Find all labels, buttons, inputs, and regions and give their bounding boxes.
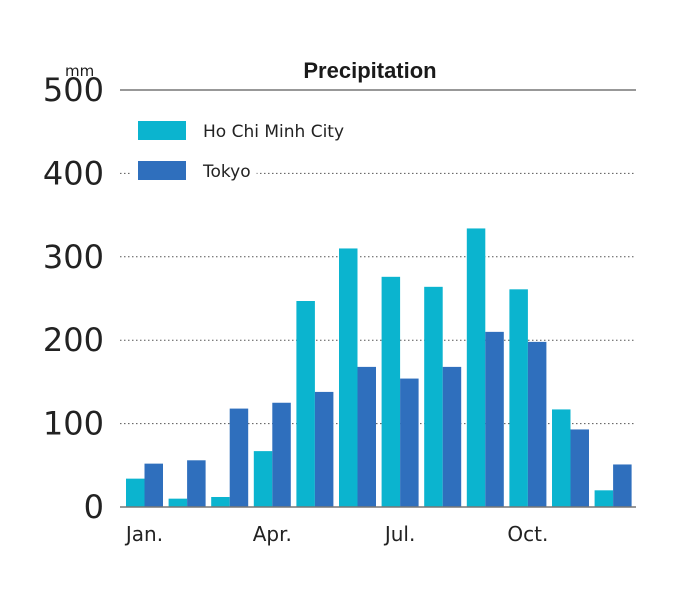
y-tick-label-400: 400 [43, 154, 104, 192]
bar-ho-chi-minh-city-jan [126, 478, 145, 507]
bar-ho-chi-minh-city-may [296, 301, 315, 507]
bar-ho-chi-minh-city-jul [381, 276, 401, 507]
y-axis-tick-labels: 0 100 200 300 400 500 [43, 71, 104, 526]
y-tick-label-300: 300 [43, 238, 104, 276]
bar-ho-chi-minh-city-nov [552, 409, 571, 507]
x-tick-label-jul: Jul. [383, 522, 416, 546]
bar-tokyo-aug [442, 366, 462, 507]
gridlines [120, 172, 636, 425]
bar-tokyo-jul [400, 378, 419, 507]
bar-tokyo-oct [527, 341, 547, 507]
bar-tokyo-jun [357, 366, 376, 507]
y-tick-label-200: 200 [43, 321, 104, 359]
bar-ho-chi-minh-city-dec [594, 490, 614, 507]
bar-tokyo-feb [187, 460, 206, 507]
y-tick-label-100: 100 [43, 405, 104, 443]
bar-ho-chi-minh-city-aug [424, 286, 443, 507]
legend-label-tokyo: Tokyo [202, 162, 251, 182]
bar-tokyo-sep [485, 331, 504, 507]
x-tick-label-apr: Apr. [253, 522, 292, 546]
bar-tokyo-mar [229, 408, 249, 507]
y-tick-label-500: 500 [43, 71, 104, 109]
bar-ho-chi-minh-city-sep [466, 228, 486, 507]
bar-ho-chi-minh-city-jun [339, 248, 358, 507]
legend-swatch-ho-chi-minh-city [138, 121, 186, 140]
bar-tokyo-dec [613, 464, 632, 507]
bar-tokyo-nov [570, 429, 589, 507]
legend-label-ho-chi-minh-city: Ho Chi Minh City [203, 122, 344, 142]
bar-ho-chi-minh-city-apr [253, 451, 273, 507]
bars [126, 228, 632, 507]
y-tick-label-0: 0 [84, 488, 104, 526]
bar-tokyo-jan [144, 463, 163, 507]
x-axis-tick-labels: Jan. Apr. Jul. Oct. [124, 522, 548, 546]
y-axis-unit-label: mm [65, 62, 94, 80]
legend: Ho Chi Minh City Tokyo [130, 115, 351, 187]
x-tick-label-oct: Oct. [507, 522, 548, 546]
bar-ho-chi-minh-city-oct [509, 289, 528, 507]
bar-ho-chi-minh-city-mar [211, 496, 230, 507]
chart-title: Precipitation [303, 58, 436, 83]
bar-tokyo-may [314, 391, 334, 507]
x-tick-label-jan: Jan. [124, 522, 163, 546]
bar-ho-chi-minh-city-feb [168, 498, 188, 507]
bar-tokyo-apr [272, 402, 291, 507]
legend-swatch-tokyo [138, 161, 186, 180]
